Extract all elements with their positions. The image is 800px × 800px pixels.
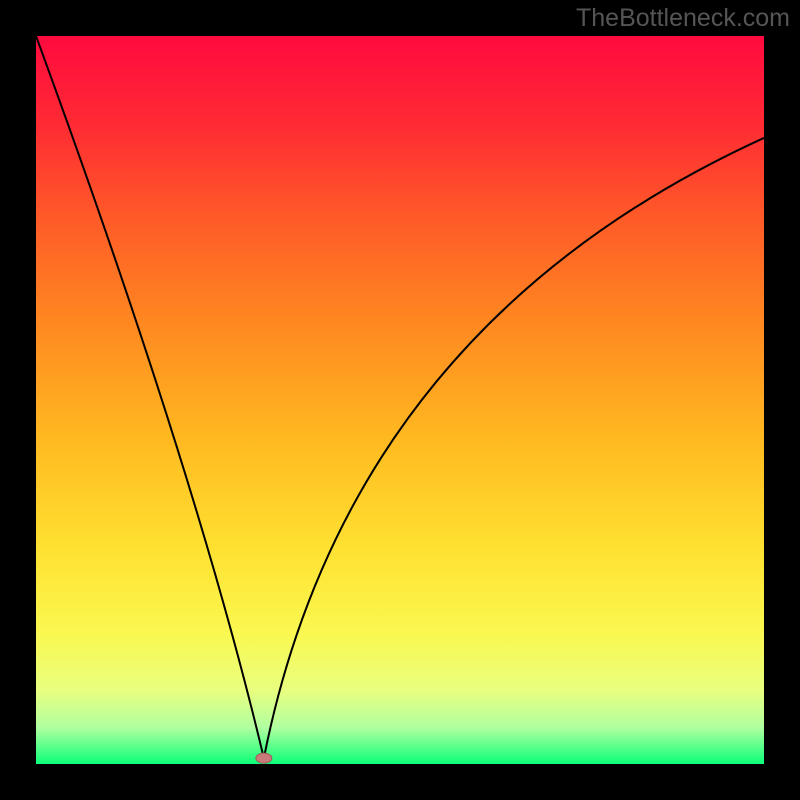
bottleneck-chart [0,0,800,800]
bottleneck-marker [256,753,272,763]
watermark-text: TheBottleneck.com [576,4,790,33]
gradient-background [36,36,764,764]
chart-container: TheBottleneck.com [0,0,800,800]
